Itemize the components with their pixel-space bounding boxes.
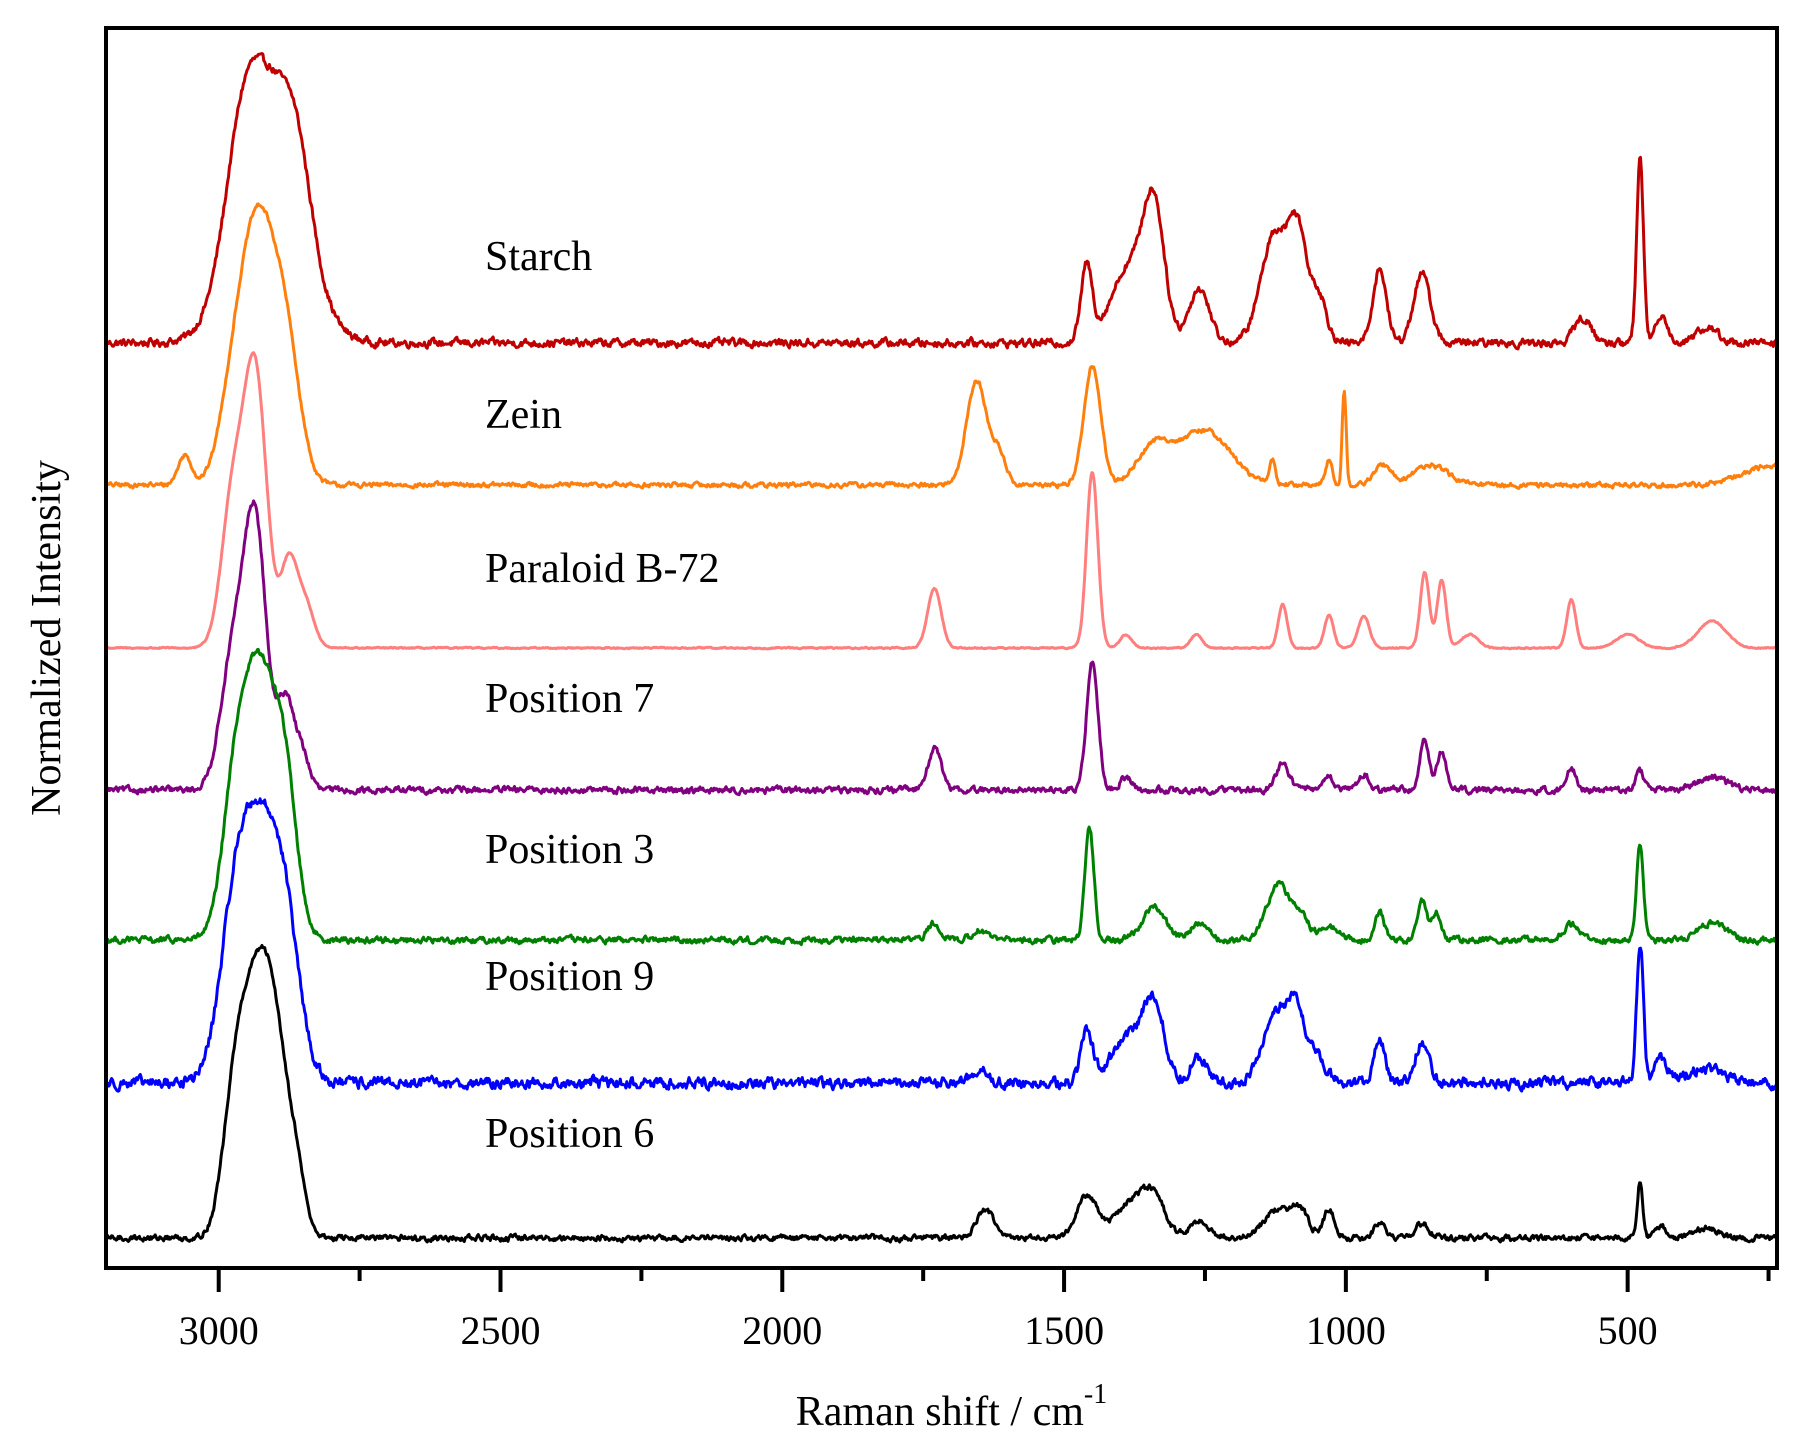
- plot-frame: [104, 26, 1779, 1270]
- spectrum-line-position-7: [104, 499, 1779, 797]
- x-tick-label: 2000: [742, 1308, 822, 1353]
- series-label-position-3: Position 3: [485, 827, 654, 873]
- x-tick-label: 3000: [179, 1308, 259, 1353]
- spectrum-line-zein: [104, 202, 1779, 490]
- series-labels: Starch Zein Paraloid B-72 Position 7 Positio…: [485, 234, 719, 1157]
- x-axis-title-text: Raman shift / cm: [796, 1389, 1084, 1435]
- x-axis-title: Raman shift / cm-1: [796, 1379, 1107, 1435]
- x-tick-label: 500: [1598, 1308, 1658, 1353]
- x-tick-label: 1500: [1024, 1308, 1104, 1353]
- spectrum-line-paraloid-b-72: [105, 351, 1778, 651]
- series-label-paraloid-b-72: Paraloid B-72: [485, 546, 719, 592]
- x-axis-ticks: 3000 2500 2000 1500 1000 500: [179, 1268, 1771, 1353]
- spectrum-line-position-6: [104, 944, 1779, 1244]
- series-layer: [104, 52, 1779, 1244]
- series-label-position-6: Position 6: [485, 1111, 654, 1157]
- spectrum-line-starch: [104, 52, 1779, 351]
- spectrum-line-position-9: [104, 797, 1779, 1093]
- series-label-starch: Starch: [485, 234, 592, 280]
- x-tick-label: 2500: [461, 1308, 541, 1353]
- x-axis-title-superscript: -1: [1084, 1379, 1107, 1410]
- series-label-zein: Zein: [485, 392, 562, 438]
- y-axis-title: Normalized Intensity: [24, 460, 70, 816]
- series-label-position-7: Position 7: [485, 676, 654, 722]
- spectrum-line-position-3: [104, 647, 1779, 947]
- series-label-position-9: Position 9: [485, 954, 654, 1000]
- x-tick-label: 1000: [1306, 1308, 1386, 1353]
